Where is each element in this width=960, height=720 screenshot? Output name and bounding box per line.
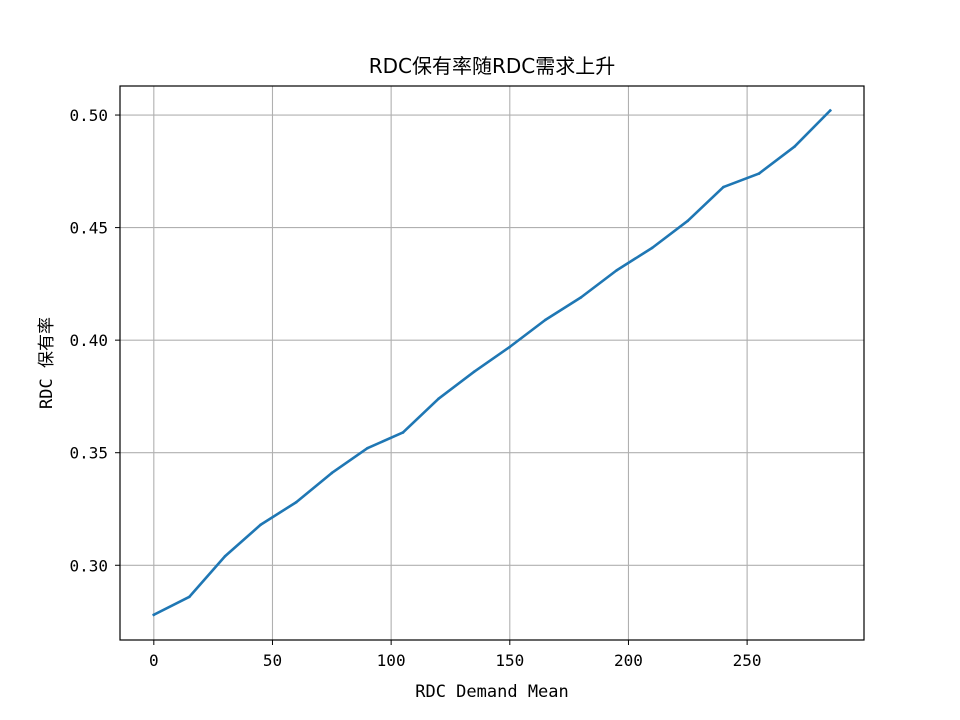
x-tick-label: 250: [733, 651, 762, 670]
y-tick-label: 0.35: [69, 444, 108, 463]
data-point: [401, 431, 405, 434]
data-point: [722, 185, 725, 189]
data-point: [757, 172, 761, 175]
data-point: [544, 318, 547, 322]
y-axis-ticks: 0.30 0.35 0.40 0.45 0.50: [69, 106, 120, 575]
x-axis-label: RDC Demand Mean: [415, 682, 569, 702]
x-axis-ticks: 0 50 100 150 200 250: [149, 640, 762, 670]
data-point: [223, 554, 227, 558]
data-point: [259, 523, 262, 527]
series-line: [152, 108, 833, 617]
data-point: [828, 109, 832, 112]
plot-frame: [119, 85, 865, 641]
series-layer: [152, 108, 833, 617]
y-tick-label: 0.50: [69, 106, 108, 125]
data-point: [579, 296, 583, 299]
data-point: [437, 397, 440, 400]
x-tick-label: 200: [614, 651, 643, 670]
data-point: [793, 145, 796, 148]
data-point: [330, 471, 334, 475]
data-point: [650, 246, 654, 250]
data-point: [615, 269, 618, 272]
x-tick-label: 0: [149, 651, 159, 670]
data-point: [294, 500, 298, 504]
y-tick-label: 0.40: [69, 331, 108, 350]
data-point: [366, 446, 369, 450]
x-tick-label: 50: [263, 651, 282, 670]
data-point: [152, 613, 156, 617]
data-point: [508, 345, 512, 349]
data-point: [686, 219, 690, 223]
x-tick-label: 100: [377, 651, 406, 670]
y-axis-label: RDC 保有率: [37, 317, 57, 409]
y-tick-label: 0.30: [69, 556, 108, 575]
chart-title: RDC保有率随RDC需求上升: [369, 54, 616, 78]
x-tick-label: 150: [495, 651, 524, 670]
data-point: [188, 595, 191, 599]
y-tick-label: 0.45: [69, 219, 108, 238]
data-point: [472, 370, 476, 373]
